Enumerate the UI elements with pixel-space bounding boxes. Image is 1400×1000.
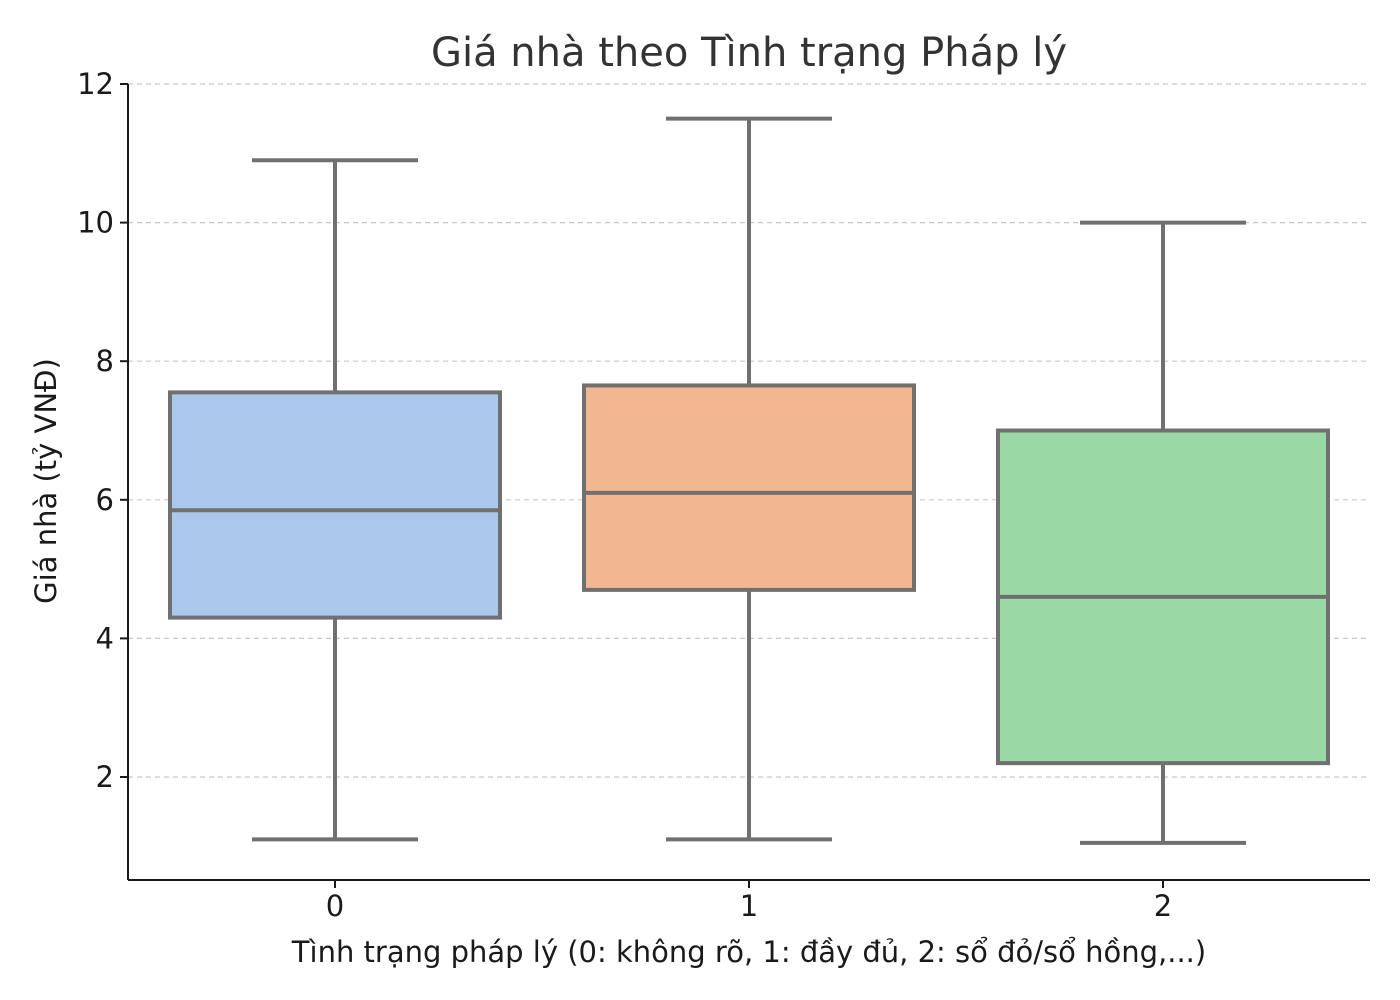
iqr-box	[168, 390, 502, 620]
y-tick-label: 6	[96, 483, 114, 517]
x-axis-label: Tình trạng pháp lý (0: không rõ, 1: đầy …	[291, 935, 1206, 969]
boxes	[168, 116, 1330, 845]
y-tick-label: 2	[96, 760, 114, 794]
y-tick-label: 10	[77, 206, 114, 240]
box-1	[582, 116, 916, 842]
y-tick-label: 4	[96, 621, 114, 655]
x-tick-label: 2	[1154, 889, 1172, 923]
chart-title: Giá nhà theo Tình trạng Pháp lý	[431, 30, 1067, 76]
x-tick-label: 0	[326, 889, 344, 923]
box-2	[996, 220, 1330, 845]
x-tick-label: 1	[740, 889, 758, 923]
y-tick-label: 12	[77, 67, 114, 101]
y-axis-label: Giá nhà (tỷ VNĐ)	[29, 358, 63, 604]
iqr-box	[582, 383, 916, 592]
box-0	[168, 158, 502, 842]
y-tick-label: 8	[96, 344, 114, 378]
